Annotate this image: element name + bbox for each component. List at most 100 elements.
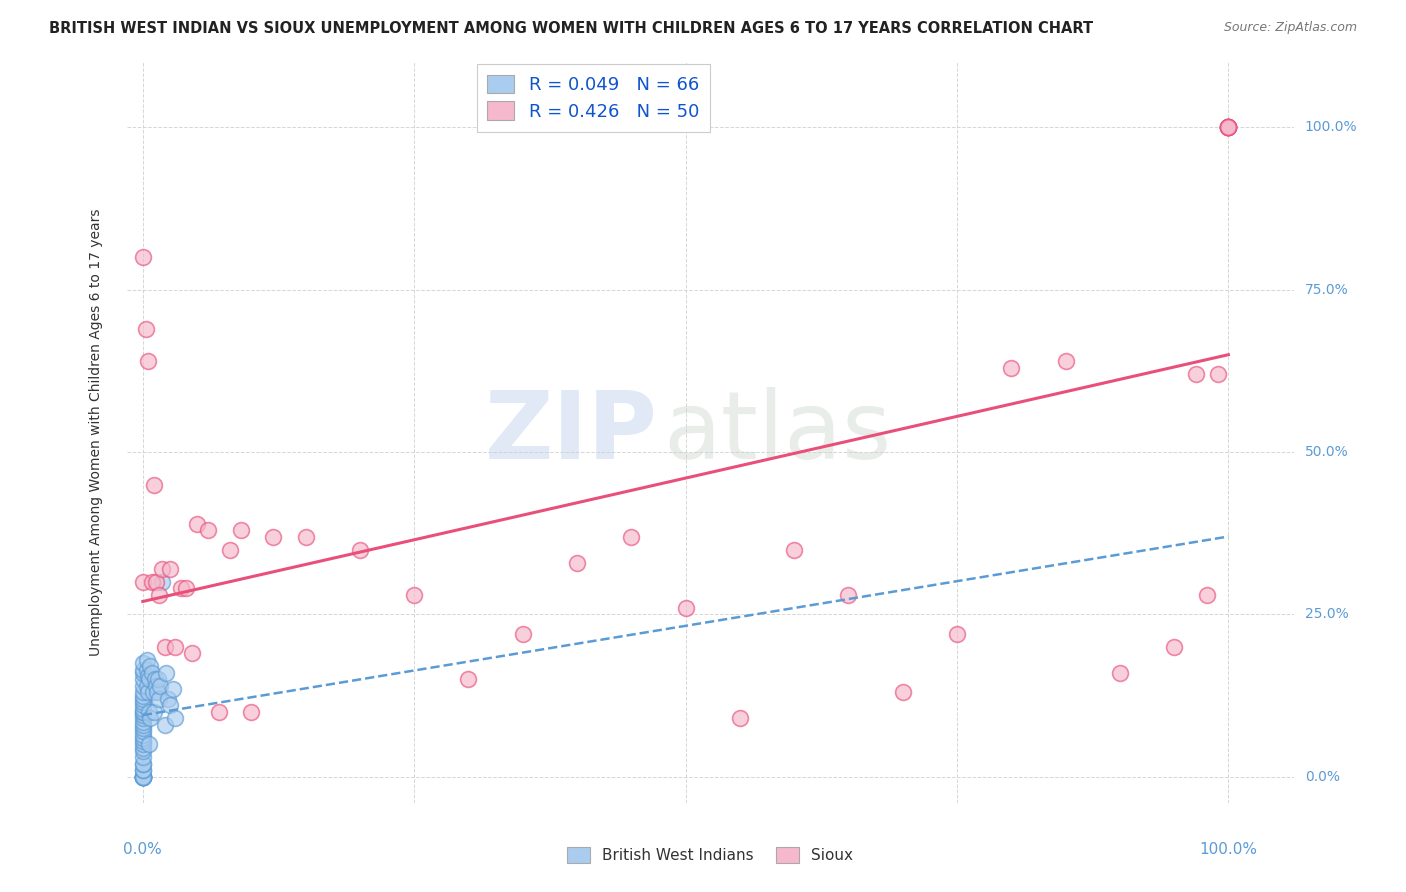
Point bbox=[240, 705, 263, 719]
Point bbox=[153, 718, 176, 732]
Point bbox=[132, 721, 155, 735]
Point bbox=[132, 705, 155, 719]
Point bbox=[1218, 120, 1240, 135]
Point bbox=[153, 640, 176, 654]
Point bbox=[162, 682, 184, 697]
Point bbox=[132, 764, 155, 778]
Point bbox=[891, 685, 914, 699]
Point bbox=[186, 516, 208, 531]
Point bbox=[1218, 120, 1240, 135]
Point bbox=[141, 574, 163, 589]
Point bbox=[229, 523, 252, 537]
Point bbox=[143, 673, 166, 687]
Point bbox=[1054, 354, 1077, 368]
Point bbox=[170, 582, 193, 596]
Point bbox=[1195, 588, 1218, 602]
Point bbox=[132, 711, 155, 725]
Text: 75.0%: 75.0% bbox=[1305, 283, 1348, 297]
Point bbox=[132, 673, 155, 687]
Point bbox=[783, 542, 806, 557]
Point bbox=[132, 656, 155, 670]
Text: 0.0%: 0.0% bbox=[1305, 770, 1340, 784]
Point bbox=[218, 542, 240, 557]
Point bbox=[197, 523, 219, 537]
Point bbox=[457, 673, 479, 687]
Point bbox=[1206, 367, 1229, 381]
Text: 100.0%: 100.0% bbox=[1305, 120, 1357, 135]
Point bbox=[136, 685, 159, 699]
Point bbox=[136, 653, 159, 667]
Point bbox=[132, 756, 155, 771]
Point bbox=[139, 711, 162, 725]
Point bbox=[132, 770, 155, 784]
Point bbox=[165, 711, 187, 725]
Point bbox=[142, 685, 165, 699]
Point bbox=[136, 354, 159, 368]
Point bbox=[145, 574, 167, 589]
Point bbox=[404, 588, 426, 602]
Point bbox=[132, 770, 155, 784]
Point bbox=[620, 529, 643, 543]
Point bbox=[1218, 120, 1240, 135]
Point bbox=[565, 556, 588, 570]
Point bbox=[180, 647, 202, 661]
Point bbox=[148, 692, 170, 706]
Point bbox=[132, 685, 155, 699]
Text: BRITISH WEST INDIAN VS SIOUX UNEMPLOYMENT AMONG WOMEN WITH CHILDREN AGES 6 TO 17: BRITISH WEST INDIAN VS SIOUX UNEMPLOYMEN… bbox=[49, 21, 1094, 36]
Point bbox=[1108, 665, 1130, 680]
Text: 25.0%: 25.0% bbox=[1305, 607, 1348, 622]
Point bbox=[132, 705, 155, 719]
Point bbox=[728, 711, 751, 725]
Point bbox=[145, 679, 167, 693]
Point bbox=[132, 770, 155, 784]
Point bbox=[1218, 120, 1240, 135]
Point bbox=[349, 542, 371, 557]
Legend: British West Indians, Sioux: British West Indians, Sioux bbox=[561, 841, 859, 869]
Text: Source: ZipAtlas.com: Source: ZipAtlas.com bbox=[1223, 21, 1357, 34]
Point bbox=[132, 740, 155, 755]
Point bbox=[675, 601, 697, 615]
Point bbox=[141, 665, 163, 680]
Point bbox=[146, 685, 169, 699]
Point bbox=[837, 588, 859, 602]
Point bbox=[155, 665, 177, 680]
Point bbox=[150, 562, 173, 576]
Point bbox=[132, 692, 155, 706]
Point bbox=[132, 737, 155, 751]
Point bbox=[1218, 120, 1240, 135]
Point bbox=[139, 659, 162, 673]
Point bbox=[132, 750, 155, 764]
Point bbox=[132, 663, 155, 677]
Text: 50.0%: 50.0% bbox=[1305, 445, 1348, 459]
Point bbox=[132, 770, 155, 784]
Point bbox=[132, 679, 155, 693]
Point bbox=[132, 770, 155, 784]
Point bbox=[138, 737, 160, 751]
Point bbox=[138, 673, 160, 687]
Point bbox=[132, 714, 155, 729]
Point bbox=[142, 705, 165, 719]
Point bbox=[132, 708, 155, 723]
Point bbox=[132, 698, 155, 713]
Point bbox=[132, 665, 155, 680]
Point bbox=[294, 529, 316, 543]
Point bbox=[132, 728, 155, 742]
Text: 100.0%: 100.0% bbox=[1199, 842, 1257, 856]
Point bbox=[148, 588, 170, 602]
Point bbox=[132, 689, 155, 703]
Point bbox=[1218, 120, 1240, 135]
Point bbox=[1185, 367, 1208, 381]
Point bbox=[135, 322, 157, 336]
Point bbox=[132, 574, 155, 589]
Point bbox=[150, 574, 173, 589]
Point bbox=[1163, 640, 1185, 654]
Point bbox=[136, 663, 159, 677]
Point bbox=[156, 692, 179, 706]
Point bbox=[132, 770, 155, 784]
Point bbox=[262, 529, 284, 543]
Point bbox=[138, 705, 160, 719]
Text: atlas: atlas bbox=[664, 386, 891, 479]
Point bbox=[132, 734, 155, 748]
Point bbox=[159, 562, 181, 576]
Point bbox=[132, 764, 155, 778]
